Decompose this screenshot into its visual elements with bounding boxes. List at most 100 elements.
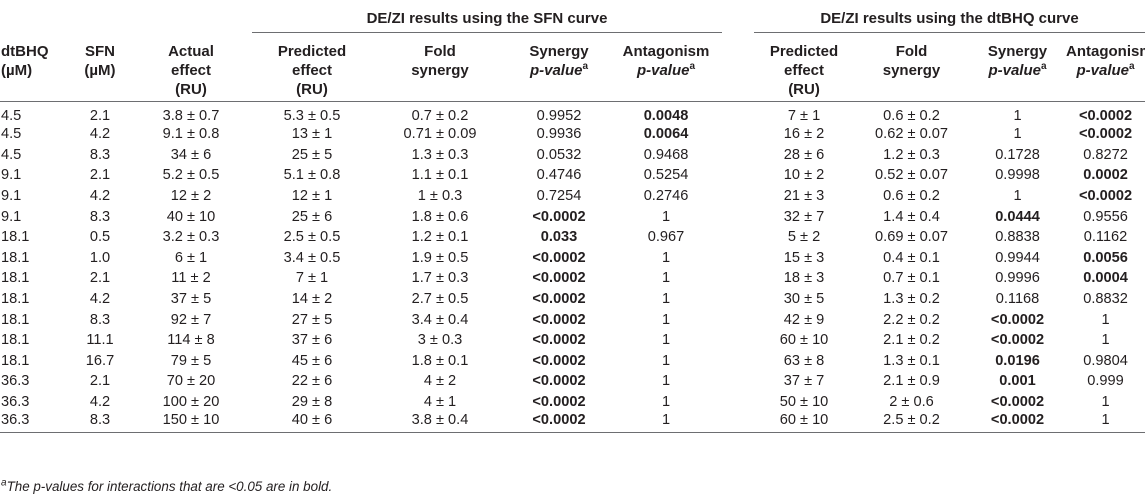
cell-synergy-pvalue-sfn: 0.4746 xyxy=(536,167,582,184)
cell-dtbhq: 18.1 xyxy=(1,249,30,266)
cell-antagonism-pvalue-sfn: 1 xyxy=(661,291,671,308)
cell-antagonism-pvalue-dtbhq: 1 xyxy=(1101,311,1110,328)
cell-antagonism-pvalue-sfn: 0.967 xyxy=(647,229,685,246)
cell-actual-effect: 11 ± 2 xyxy=(171,270,211,287)
cell-synergy-pvalue-dtbhq: 1 xyxy=(1013,126,1022,143)
cell-dtbhq: 36.3 xyxy=(1,373,30,390)
table-row: 9.1 4.2 12 ± 2 12 ± 1 1 ± 0.3 0.7254 0.2746 21 … xyxy=(0,186,1145,207)
cell-synergy-pvalue-sfn: 0.9936 xyxy=(536,126,582,143)
cell-dtbhq: 9.1 xyxy=(1,208,22,225)
cell-synergy-pvalue-dtbhq: 0.9996 xyxy=(995,270,1040,287)
cell-predicted-effect-dtbhq: 30 ± 5 xyxy=(783,291,825,308)
table-row: 18.1 1.0 6 ± 1 3.4 ± 0.5 1.9 ± 0.5 <0.0002 1 15… xyxy=(0,248,1145,269)
cell-antagonism-pvalue-sfn: 1 xyxy=(661,270,671,287)
cell-sfn: 8.3 xyxy=(89,311,111,328)
cell-synergy-pvalue-sfn: 0.033 xyxy=(540,229,578,246)
cell-sfn: 0.5 xyxy=(89,229,111,246)
cell-synergy-pvalue-dtbhq: 0.8838 xyxy=(995,229,1040,246)
cell-antagonism-pvalue-sfn: 0.0048 xyxy=(643,108,689,124)
cell-antagonism-pvalue-sfn: 1 xyxy=(661,373,671,390)
cell-fold-synergy-dtbhq: 2 ± 0.6 xyxy=(889,394,934,411)
table-row: 4.5 2.1 3.8 ± 0.7 5.3 ± 0.5 0.7 ± 0.2 0.9952 0… xyxy=(0,102,1145,124)
cell-synergy-pvalue-dtbhq: 1 xyxy=(1013,188,1022,205)
cell-predicted-effect-sfn: 2.5 ± 0.5 xyxy=(283,229,341,246)
cell-fold-synergy-sfn: 1.7 ± 0.3 xyxy=(411,270,469,287)
cell-antagonism-pvalue-dtbhq: 0.9804 xyxy=(1083,352,1128,369)
cell-predicted-effect-sfn: 25 ± 5 xyxy=(291,146,333,163)
cell-synergy-pvalue-sfn: <0.0002 xyxy=(532,270,586,287)
cell-sfn: 4.2 xyxy=(89,126,111,143)
group-header-sfn: DE/ZI results using the SFN curve xyxy=(252,5,723,33)
group-header-dtbhq: DE/ZI results using the dtBHQ curve xyxy=(754,5,1145,33)
cell-actual-effect: 3.2 ± 0.3 xyxy=(162,229,220,246)
col-header-sfn: SFN (µM) xyxy=(70,32,130,102)
cell-predicted-effect-dtbhq: 5 ± 2 xyxy=(787,229,821,246)
cell-fold-synergy-dtbhq: 0.6 ± 0.2 xyxy=(883,108,940,124)
cell-synergy-pvalue-sfn: <0.0002 xyxy=(532,208,586,225)
cell-antagonism-pvalue-dtbhq: 1 xyxy=(1101,394,1110,411)
cell-dtbhq: 18.1 xyxy=(1,229,30,246)
cell-dtbhq: 9.1 xyxy=(1,188,22,205)
table-row: 18.1 0.5 3.2 ± 0.3 2.5 ± 0.5 1.2 ± 0.1 0.033 0… xyxy=(0,227,1145,248)
cell-predicted-effect-dtbhq: 18 ± 3 xyxy=(783,270,825,287)
cell-dtbhq: 4.5 xyxy=(1,108,22,124)
cell-dtbhq: 9.1 xyxy=(1,167,22,184)
cell-fold-synergy-sfn: 4 ± 2 xyxy=(423,373,457,390)
cell-antagonism-pvalue-dtbhq: 0.9556 xyxy=(1083,208,1128,225)
cell-antagonism-pvalue-sfn: 0.2746 xyxy=(643,188,689,205)
cell-synergy-pvalue-sfn: 0.9952 xyxy=(536,108,582,124)
cell-fold-synergy-sfn: 1.1 ± 0.1 xyxy=(411,167,469,184)
cell-synergy-pvalue-sfn: <0.0002 xyxy=(532,352,586,369)
cell-dtbhq: 18.1 xyxy=(1,332,30,349)
cell-dtbhq: 36.3 xyxy=(1,394,30,411)
cell-synergy-pvalue-dtbhq: 0.1728 xyxy=(995,146,1040,163)
cell-fold-synergy-dtbhq: 0.7 ± 0.1 xyxy=(883,270,940,287)
cell-synergy-pvalue-sfn: <0.0002 xyxy=(532,249,586,266)
cell-synergy-pvalue-dtbhq: <0.0002 xyxy=(990,311,1045,328)
cell-antagonism-pvalue-dtbhq: <0.0002 xyxy=(1078,188,1133,205)
cell-synergy-pvalue-sfn: 0.0532 xyxy=(536,146,582,163)
cell-actual-effect: 5.2 ± 0.5 xyxy=(162,167,220,184)
cell-antagonism-pvalue-sfn: 1 xyxy=(661,394,671,411)
cell-fold-synergy-dtbhq: 1.2 ± 0.3 xyxy=(883,146,940,163)
cell-antagonism-pvalue-sfn: 1 xyxy=(661,332,671,349)
cell-dtbhq: 4.5 xyxy=(1,146,22,163)
cell-sfn: 2.1 xyxy=(89,108,111,124)
cell-sfn: 2.1 xyxy=(89,167,111,184)
cell-fold-synergy-sfn: 0.7 ± 0.2 xyxy=(411,108,469,124)
cell-synergy-pvalue-dtbhq: <0.0002 xyxy=(969,412,1067,434)
cell-predicted-effect-dtbhq: 37 ± 7 xyxy=(783,373,825,390)
cell-dtbhq: 18.1 xyxy=(1,291,30,308)
cell-antagonism-pvalue-dtbhq: 1 xyxy=(1101,332,1110,349)
cell-antagonism-pvalue-dtbhq: 0.999 xyxy=(1087,373,1124,390)
cell-antagonism-pvalue-sfn: 0.5254 xyxy=(643,167,689,184)
cell-fold-synergy-dtbhq: 2.2 ± 0.2 xyxy=(883,311,940,328)
cell-predicted-effect-dtbhq: 10 ± 2 xyxy=(783,167,825,184)
cell-synergy-pvalue-sfn: <0.0002 xyxy=(532,394,586,411)
col-header-antagonism-pvalue-dtbhq: Antagonism p-valuea xyxy=(1066,32,1145,102)
cell-fold-synergy-dtbhq: 1.3 ± 0.1 xyxy=(883,352,940,369)
cell-actual-effect: 6 ± 1 xyxy=(174,249,208,266)
cell-predicted-effect-sfn: 12 ± 1 xyxy=(291,188,333,205)
group-header-row: DE/ZI results using the SFN curve DE/ZI … xyxy=(0,5,1145,33)
cell-fold-synergy-sfn: 1.9 ± 0.5 xyxy=(411,249,469,266)
table-row: 18.1 8.3 92 ± 7 27 ± 5 3.4 ± 0.4 <0.0002 1 42 ±… xyxy=(0,309,1145,330)
cell-actual-effect: 150 ± 10 xyxy=(130,412,252,434)
column-header-row: dtBHQ (µM) SFN (µM) Actual effect (RU) Predi… xyxy=(0,32,1145,102)
cell-synergy-pvalue-dtbhq: 0.0444 xyxy=(995,208,1040,225)
cell-actual-effect: 70 ± 20 xyxy=(166,373,216,390)
cell-synergy-pvalue-sfn: <0.0002 xyxy=(532,373,586,390)
col-header-actual-effect: Actual effect (RU) xyxy=(130,32,252,102)
cell-predicted-effect-sfn: 40 ± 6 xyxy=(252,412,372,434)
cell-predicted-effect-sfn: 14 ± 2 xyxy=(291,291,333,308)
cell-predicted-effect-dtbhq: 16 ± 2 xyxy=(783,126,825,143)
table-row: 18.1 4.2 37 ± 5 14 ± 2 2.7 ± 0.5 <0.0002 1 30 ±… xyxy=(0,289,1145,310)
cell-antagonism-pvalue-dtbhq: 0.8272 xyxy=(1083,146,1128,163)
table-row: 36.3 4.2 100 ± 20 29 ± 8 4 ± 1 <0.0002 1 50 ± 1… xyxy=(0,392,1145,413)
cell-predicted-effect-sfn: 25 ± 6 xyxy=(291,208,333,225)
results-table: DE/ZI results using the SFN curve DE/ZI … xyxy=(0,5,1145,434)
cell-sfn: 4.2 xyxy=(89,291,111,308)
cell-predicted-effect-dtbhq: 63 ± 8 xyxy=(783,352,825,369)
cell-fold-synergy-sfn: 1.2 ± 0.1 xyxy=(411,229,469,246)
